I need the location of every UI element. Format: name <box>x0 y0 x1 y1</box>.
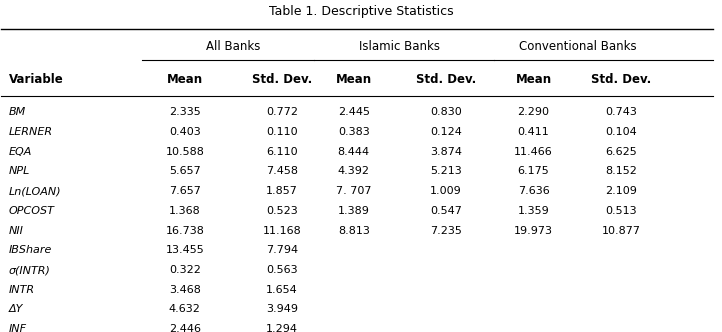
Text: 8.813: 8.813 <box>338 226 370 236</box>
Text: 0.403: 0.403 <box>169 127 201 137</box>
Text: 19.973: 19.973 <box>514 226 553 236</box>
Text: σ(INTR): σ(INTR) <box>9 265 51 275</box>
Text: 3.468: 3.468 <box>169 285 201 295</box>
Text: 5.213: 5.213 <box>430 166 462 176</box>
Text: 11.168: 11.168 <box>263 226 301 236</box>
Text: 0.124: 0.124 <box>430 127 462 137</box>
Text: INF: INF <box>9 324 27 332</box>
Text: 10.877: 10.877 <box>602 226 641 236</box>
Text: 0.547: 0.547 <box>430 206 462 216</box>
Text: 0.411: 0.411 <box>518 127 549 137</box>
Text: Std. Dev.: Std. Dev. <box>591 73 651 86</box>
Text: 6.110: 6.110 <box>266 147 297 157</box>
Text: 7.794: 7.794 <box>266 245 298 255</box>
Text: Islamic Banks: Islamic Banks <box>360 40 440 53</box>
Text: 0.830: 0.830 <box>430 107 462 117</box>
Text: 4.392: 4.392 <box>338 166 370 176</box>
Text: 1.654: 1.654 <box>266 285 297 295</box>
Text: Conventional Banks: Conventional Banks <box>518 40 636 53</box>
Text: BM: BM <box>9 107 26 117</box>
Text: 7.636: 7.636 <box>518 186 549 196</box>
Text: 2.109: 2.109 <box>606 186 638 196</box>
Text: 7. 707: 7. 707 <box>336 186 372 196</box>
Text: 0.523: 0.523 <box>266 206 297 216</box>
Text: 10.588: 10.588 <box>165 147 204 157</box>
Text: Mean: Mean <box>167 73 203 86</box>
Text: Table 1. Descriptive Statistics: Table 1. Descriptive Statistics <box>269 5 453 18</box>
Text: Ln(LOAN): Ln(LOAN) <box>9 186 61 196</box>
Text: Mean: Mean <box>516 73 552 86</box>
Text: 0.743: 0.743 <box>606 107 638 117</box>
Text: 16.738: 16.738 <box>165 226 204 236</box>
Text: 2.445: 2.445 <box>338 107 370 117</box>
Text: EQA: EQA <box>9 147 32 157</box>
Text: Std. Dev.: Std. Dev. <box>416 73 476 86</box>
Text: OPCOST: OPCOST <box>9 206 54 216</box>
Text: 7.235: 7.235 <box>430 226 462 236</box>
Text: 0.563: 0.563 <box>266 265 297 275</box>
Text: NPL: NPL <box>9 166 30 176</box>
Text: 7.458: 7.458 <box>266 166 298 176</box>
Text: ΔY: ΔY <box>9 304 23 314</box>
Text: 1.359: 1.359 <box>518 206 549 216</box>
Text: NII: NII <box>9 226 23 236</box>
Text: 1.368: 1.368 <box>169 206 201 216</box>
Text: 2.446: 2.446 <box>169 324 201 332</box>
Text: 11.466: 11.466 <box>514 147 553 157</box>
Text: 1.389: 1.389 <box>338 206 370 216</box>
Text: 8.152: 8.152 <box>606 166 638 176</box>
Text: 2.335: 2.335 <box>169 107 201 117</box>
Text: 0.383: 0.383 <box>338 127 370 137</box>
Text: 1.294: 1.294 <box>266 324 298 332</box>
Text: Std. Dev.: Std. Dev. <box>252 73 312 86</box>
Text: LERNER: LERNER <box>9 127 53 137</box>
Text: 8.444: 8.444 <box>338 147 370 157</box>
Text: Mean: Mean <box>336 73 372 86</box>
Text: Variable: Variable <box>9 73 64 86</box>
Text: 2.290: 2.290 <box>518 107 549 117</box>
Text: 6.625: 6.625 <box>606 147 638 157</box>
Text: 6.175: 6.175 <box>518 166 549 176</box>
Text: 0.104: 0.104 <box>606 127 638 137</box>
Text: 1.009: 1.009 <box>430 186 462 196</box>
Text: 4.632: 4.632 <box>169 304 201 314</box>
Text: 7.657: 7.657 <box>169 186 201 196</box>
Text: 0.513: 0.513 <box>606 206 638 216</box>
Text: 0.772: 0.772 <box>266 107 298 117</box>
Text: INTR: INTR <box>9 285 35 295</box>
Text: All Banks: All Banks <box>206 40 261 53</box>
Text: IBShare: IBShare <box>9 245 52 255</box>
Text: 0.110: 0.110 <box>266 127 297 137</box>
Text: 5.657: 5.657 <box>169 166 201 176</box>
Text: 0.322: 0.322 <box>169 265 201 275</box>
Text: 1.857: 1.857 <box>266 186 297 196</box>
Text: 13.455: 13.455 <box>165 245 204 255</box>
Text: 3.949: 3.949 <box>266 304 298 314</box>
Text: 3.874: 3.874 <box>430 147 462 157</box>
